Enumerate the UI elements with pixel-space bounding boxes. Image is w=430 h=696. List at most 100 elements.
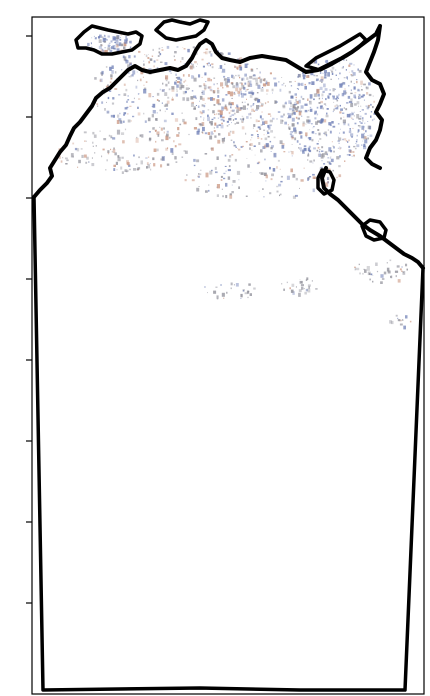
map-speckle <box>376 270 379 273</box>
map-speckle <box>94 37 97 40</box>
map-speckle <box>319 105 323 110</box>
map-speckle <box>320 150 324 152</box>
map-speckle <box>354 122 357 125</box>
map-speckle <box>336 106 339 110</box>
map-speckle <box>164 62 168 66</box>
map-speckle <box>259 115 262 119</box>
map-speckle <box>279 88 282 92</box>
map-speckle <box>144 54 146 56</box>
map-speckle <box>236 66 239 70</box>
map-speckle <box>197 175 200 178</box>
map-speckle <box>164 92 168 96</box>
map-speckle <box>310 98 312 100</box>
map-speckle <box>281 143 285 146</box>
map-speckle <box>259 76 261 78</box>
map-speckle <box>267 124 270 128</box>
map-speckle <box>300 179 304 182</box>
map-speckle <box>234 145 237 147</box>
map-speckle <box>129 62 132 64</box>
map-speckle <box>299 143 301 145</box>
map-speckle <box>326 112 328 115</box>
map-speckle <box>235 107 237 109</box>
map-speckle <box>294 103 296 106</box>
map-speckle <box>228 102 232 106</box>
map-speckle <box>114 41 116 44</box>
map-speckle <box>249 83 253 87</box>
map-speckle <box>350 89 352 92</box>
map-speckle <box>227 158 231 162</box>
map-speckle <box>311 131 315 134</box>
map-speckle <box>290 95 294 99</box>
map-speckle <box>284 121 287 125</box>
map-speckle <box>334 107 337 110</box>
map-speckle <box>168 82 170 84</box>
map-speckle <box>121 171 124 174</box>
map-speckle <box>195 117 198 120</box>
map-speckle <box>313 74 316 77</box>
map-speckle <box>307 288 311 293</box>
map-speckle <box>161 49 164 51</box>
map-speckle <box>227 79 230 83</box>
map-speckle <box>103 41 107 43</box>
map-speckle <box>290 85 293 87</box>
map-speckle <box>132 70 136 75</box>
map-speckle <box>342 66 344 68</box>
map-speckle <box>242 85 245 88</box>
map-speckle <box>157 134 160 137</box>
map-speckle <box>308 82 311 85</box>
map-speckle <box>366 106 370 110</box>
map-speckle <box>307 155 309 157</box>
map-speckle <box>117 114 120 118</box>
map-speckle <box>156 131 160 135</box>
map-speckle <box>279 194 280 197</box>
map-speckle <box>339 146 341 148</box>
map-speckle <box>315 79 318 82</box>
map-speckle <box>364 112 367 115</box>
map-speckle <box>353 115 355 117</box>
map-speckle <box>288 115 291 119</box>
map-speckle <box>219 65 223 69</box>
map-speckle <box>304 83 306 86</box>
map-speckle <box>143 88 147 94</box>
map-speckle <box>238 87 242 91</box>
map-speckle <box>258 77 261 79</box>
map-speckle <box>323 83 326 88</box>
map-speckle <box>239 92 240 93</box>
map-speckle <box>289 81 292 83</box>
map-speckle <box>92 131 95 135</box>
map-speckle <box>125 60 129 64</box>
map-speckle <box>289 287 291 290</box>
map-speckle <box>211 169 213 172</box>
map-speckle <box>305 123 307 125</box>
map-speckle <box>193 164 196 167</box>
map-speckle <box>183 48 186 50</box>
map-speckle <box>105 66 108 68</box>
map-speckle <box>301 281 302 283</box>
map-speckle <box>212 98 216 101</box>
map-speckle <box>179 87 182 90</box>
map-speckle <box>302 149 305 153</box>
map-speckle <box>291 111 293 113</box>
map-speckle <box>173 140 175 143</box>
map-speckle <box>361 89 363 91</box>
map-speckle <box>273 77 277 80</box>
map-speckle <box>267 132 270 134</box>
map-speckle <box>179 83 183 88</box>
map-speckle <box>307 284 311 287</box>
map-speckle <box>174 145 177 148</box>
map-speckle <box>104 35 106 37</box>
map-speckle <box>321 160 323 162</box>
map-speckle <box>351 112 354 116</box>
map-speckle <box>249 293 252 296</box>
map-speckle <box>300 149 302 152</box>
map-speckle <box>260 138 263 140</box>
map-speckle <box>300 284 304 287</box>
map-speckle <box>337 105 339 108</box>
map-speckle <box>201 76 203 78</box>
map-speckle <box>173 55 175 58</box>
map-speckle <box>271 173 274 177</box>
map-speckle <box>165 147 168 151</box>
map-speckle <box>166 130 169 133</box>
map-speckle <box>165 135 169 141</box>
